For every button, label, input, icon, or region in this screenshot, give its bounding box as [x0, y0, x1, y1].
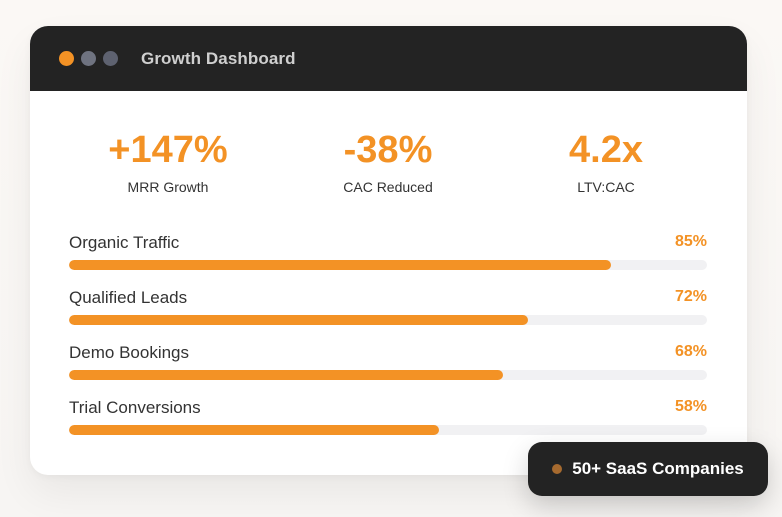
gray-dot-icon[interactable]	[103, 51, 118, 66]
growth-dashboard-card: Growth Dashboard +147% MRR Growth -38% C…	[30, 26, 747, 475]
metric-trial-conversions: Trial Conversions 58%	[69, 396, 707, 451]
metric-percent: 58%	[674, 398, 707, 415]
status-dot-icon	[552, 464, 563, 474]
orange-dot-icon[interactable]	[59, 51, 74, 66]
metric-percent: 72%	[674, 288, 707, 305]
progress-track	[69, 260, 707, 270]
metrics-list: Organic Traffic 85% Qualified Leads 72% …	[69, 231, 707, 451]
progress-fill	[69, 425, 440, 435]
metric-demo-bookings: Demo Bookings 68%	[69, 341, 707, 396]
gray-dot-icon[interactable]	[81, 51, 96, 66]
stat-label: MRR Growth	[127, 179, 209, 195]
metric-label: Qualified Leads	[69, 288, 188, 307]
window-titlebar: Growth Dashboard	[30, 26, 747, 91]
stats-row: +147% MRR Growth -38% CAC Reduced 4.2x L…	[30, 131, 747, 211]
progress-track	[69, 425, 707, 435]
metric-label: Demo Bookings	[69, 343, 190, 362]
metric-organic-traffic: Organic Traffic 85%	[69, 231, 707, 286]
stat-label: CAC Reduced	[343, 179, 433, 195]
stat-value: 4.2x	[569, 129, 643, 171]
progress-fill	[69, 315, 529, 325]
stat-ltv-cac: 4.2x LTV:CAC	[506, 131, 706, 195]
stat-label: LTV:CAC	[577, 179, 635, 195]
progress-fill	[69, 260, 612, 270]
metric-qualified-leads: Qualified Leads 72%	[69, 286, 707, 341]
metric-percent: 68%	[674, 343, 707, 360]
saas-companies-badge: 50+ SaaS Companies	[528, 442, 768, 496]
stat-value: -38%	[343, 129, 433, 171]
stat-mrr-growth: +147% MRR Growth	[68, 131, 268, 195]
progress-track	[69, 315, 707, 325]
window-title: Growth Dashboard	[141, 48, 296, 68]
metric-label: Trial Conversions	[69, 398, 201, 417]
stat-value: +147%	[108, 129, 228, 171]
badge-text: 50+ SaaS Companies	[572, 459, 744, 478]
metric-percent: 85%	[674, 233, 707, 250]
metric-label: Organic Traffic	[69, 233, 180, 252]
progress-fill	[69, 370, 503, 380]
stat-cac-reduced: -38% CAC Reduced	[288, 131, 488, 195]
progress-track	[69, 370, 707, 380]
